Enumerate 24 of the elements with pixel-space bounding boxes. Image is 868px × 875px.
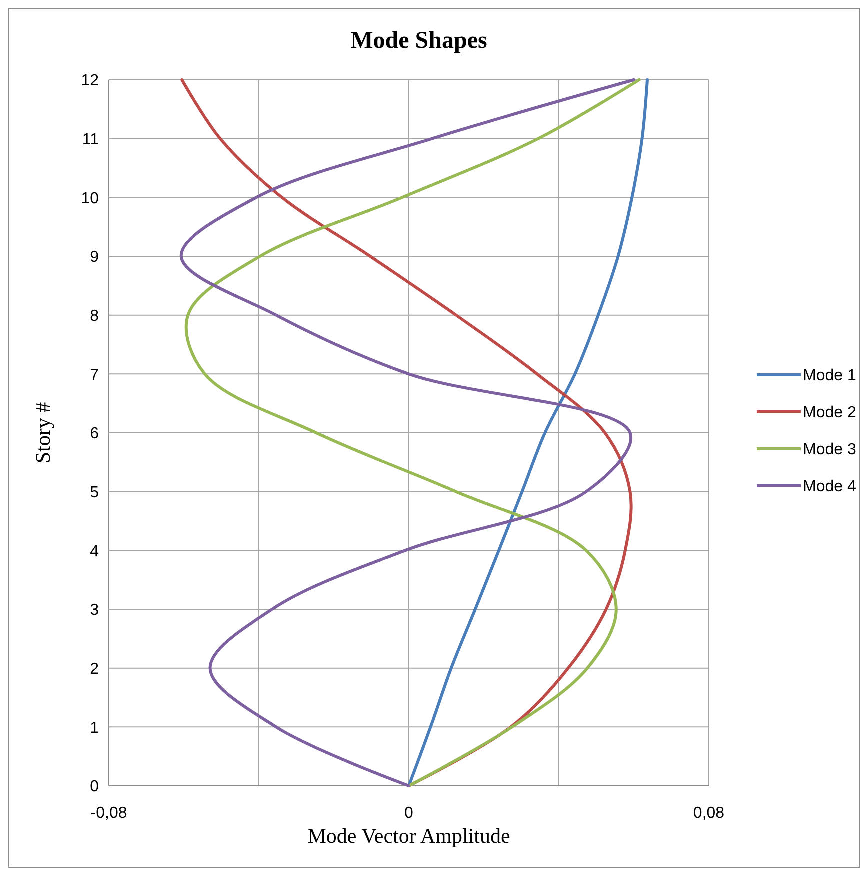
y-tick-label: 2 bbox=[90, 660, 100, 678]
y-tick-label: 9 bbox=[90, 249, 100, 266]
legend-label: Mode 1 bbox=[803, 368, 856, 385]
y-tick-label: 12 bbox=[81, 72, 100, 90]
x-tick-label: 0 bbox=[404, 805, 414, 822]
y-tick-label: 10 bbox=[81, 190, 100, 208]
y-tick-label: 5 bbox=[90, 484, 100, 502]
y-axis-title: Story # bbox=[31, 402, 55, 464]
chart-title: Mode Shapes bbox=[350, 28, 488, 54]
line-series bbox=[408, 78, 649, 788]
y-tick-label: 6 bbox=[90, 426, 100, 443]
legend-label: Mode 3 bbox=[803, 442, 856, 459]
y-tick-label: 4 bbox=[90, 543, 100, 560]
y-tick-label: 3 bbox=[90, 602, 100, 620]
y-tick-label: 1 bbox=[90, 720, 100, 737]
x-tick-label: -0,08 bbox=[90, 805, 128, 822]
x-tick-label: 0,08 bbox=[693, 805, 725, 822]
legend-label: Mode 4 bbox=[803, 478, 856, 496]
y-tick-label: 0 bbox=[90, 778, 100, 796]
y-tick-label: 8 bbox=[90, 308, 100, 325]
legend-label: Mode 2 bbox=[803, 404, 856, 422]
y-tick-label: 11 bbox=[82, 131, 100, 148]
x-axis-title: Mode Vector Amplitude bbox=[308, 824, 510, 848]
y-tick-label: 7 bbox=[90, 366, 100, 384]
